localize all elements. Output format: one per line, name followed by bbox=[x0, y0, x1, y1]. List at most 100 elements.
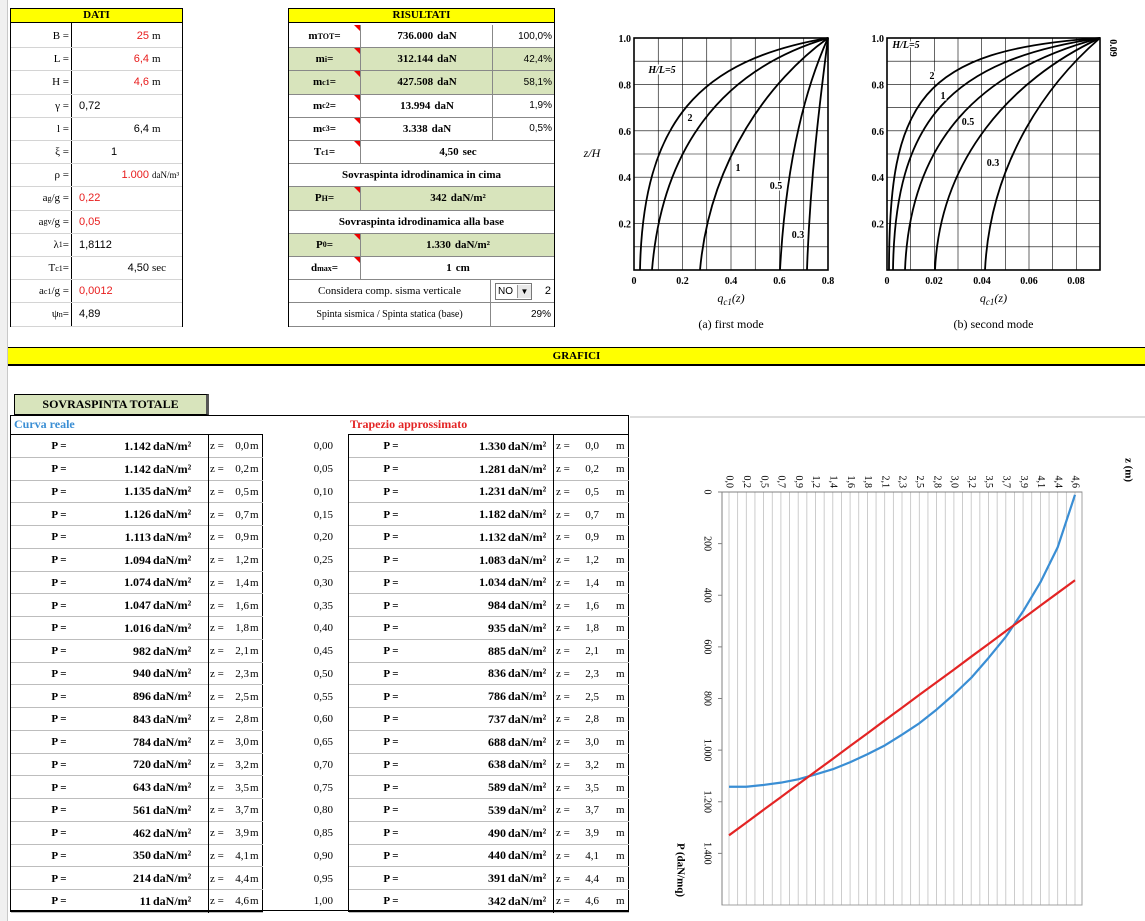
p-value-text: 784 bbox=[133, 734, 151, 749]
z-label: z = bbox=[210, 754, 230, 777]
z-value-text: 1,6 bbox=[585, 599, 599, 612]
p-value: 214 bbox=[81, 867, 151, 890]
p-unit-text: daN/m² bbox=[153, 461, 192, 476]
z-divider bbox=[208, 526, 209, 549]
p-value-text: 1.047 bbox=[124, 598, 151, 613]
p-value: 1.231 bbox=[431, 481, 506, 504]
p-unit-text: daN/m² bbox=[508, 598, 547, 613]
z-label-text: z = bbox=[556, 554, 570, 567]
p-unit-text: daN/m² bbox=[508, 438, 547, 453]
z-divider bbox=[208, 799, 209, 822]
z-value-text: 3,5 bbox=[235, 781, 249, 794]
z-unit: m bbox=[616, 435, 628, 458]
p-label-text: P = bbox=[51, 440, 67, 453]
row-line bbox=[11, 820, 263, 822]
dati-value-cell: 6,4 bbox=[79, 118, 149, 140]
row-line bbox=[349, 729, 629, 731]
row-line bbox=[11, 729, 263, 731]
fraction: 0,55 bbox=[271, 685, 333, 708]
p-value: 1.016 bbox=[81, 617, 151, 640]
p-unit: daN/m² bbox=[508, 822, 552, 845]
z-unit: m bbox=[250, 754, 262, 777]
p-label: P = bbox=[373, 708, 409, 731]
p-label: P = bbox=[373, 640, 409, 663]
p-unit-text: daN/m² bbox=[153, 848, 192, 863]
z-value-text: 0,0 bbox=[585, 440, 599, 453]
z-value-text: 0,9 bbox=[585, 531, 599, 544]
z-value: 3,2 bbox=[229, 754, 249, 777]
x-tick-label: 1,4 bbox=[828, 476, 839, 489]
p-unit: daN/m² bbox=[153, 594, 209, 617]
p-unit: daN/m² bbox=[153, 481, 209, 504]
z-label: z = bbox=[556, 435, 576, 458]
z-value-text: 2,1 bbox=[585, 645, 599, 658]
dati-value: 4,50 bbox=[127, 262, 149, 275]
z-value-text: 1,2 bbox=[235, 554, 249, 567]
p-value-text: 214 bbox=[133, 871, 151, 886]
pct-value: 100,0% bbox=[518, 30, 552, 42]
label-suffix: = bbox=[62, 308, 69, 321]
p-unit: daN/m² bbox=[508, 708, 552, 731]
select-cell: NO ▼ bbox=[495, 280, 535, 302]
p-unit-text: daN/m² bbox=[153, 507, 192, 522]
p-label: P = bbox=[41, 685, 77, 708]
z-label: z = bbox=[556, 572, 576, 595]
z-unit-text: m bbox=[250, 645, 259, 658]
z-divider bbox=[553, 799, 554, 822]
fraction-text: 0,50 bbox=[313, 667, 333, 680]
figure-x-tick: 0 bbox=[632, 276, 637, 287]
p-label-text: P = bbox=[383, 576, 399, 589]
p-label: P = bbox=[373, 731, 409, 754]
z-unit: m bbox=[250, 822, 262, 845]
p-label: P = bbox=[41, 458, 77, 481]
p-unit: daN/m² bbox=[153, 572, 209, 595]
p-value: 1.281 bbox=[431, 458, 506, 481]
row-line bbox=[349, 456, 629, 458]
p-unit-text: daN/m² bbox=[508, 711, 547, 726]
z-unit: m bbox=[250, 572, 262, 595]
z-unit-text: m bbox=[250, 554, 259, 567]
p-label: P = bbox=[41, 754, 77, 777]
z-label-text: z = bbox=[210, 736, 224, 749]
p-value: 935 bbox=[431, 617, 506, 640]
z-value-text: 4,4 bbox=[585, 872, 599, 885]
p-label: P = bbox=[41, 731, 77, 754]
z-label-text: z = bbox=[210, 485, 224, 498]
z-label-text: z = bbox=[210, 781, 224, 794]
results-table: Curva reale Trapezio approssimato P = 1.142… bbox=[10, 415, 629, 913]
z-value: 2,3 bbox=[229, 663, 249, 686]
divider bbox=[71, 23, 72, 326]
fraction-text: 0,80 bbox=[313, 804, 333, 817]
z-label-text: z = bbox=[210, 690, 224, 703]
p-unit-text: daN/m² bbox=[153, 598, 192, 613]
z-label-text: z = bbox=[556, 690, 570, 703]
z-unit: m bbox=[616, 731, 628, 754]
z-unit: m bbox=[250, 776, 262, 799]
dati-value: 1.000 bbox=[121, 169, 149, 182]
label-symbol: ρ = bbox=[54, 169, 69, 182]
dati-value: 4,6 bbox=[133, 76, 149, 89]
figure-edge-label: 0.09 bbox=[1107, 39, 1118, 57]
label-suffix: = bbox=[329, 99, 336, 112]
fraction-text: 1,00 bbox=[313, 895, 333, 908]
dropdown[interactable]: NO ▼ bbox=[495, 282, 532, 300]
z-divider bbox=[553, 571, 554, 595]
label-symbol: a bbox=[38, 215, 44, 228]
dati-value: 0,22 bbox=[79, 192, 101, 205]
dati-value-cell: 4,89 bbox=[79, 303, 149, 325]
p-value-text: 342 bbox=[488, 893, 506, 908]
label-symbol: H = bbox=[52, 76, 69, 89]
z-unit-text: m bbox=[616, 508, 625, 521]
row-line bbox=[349, 638, 629, 640]
risultati-row: m TOT = 736.000 daN 100,0% bbox=[289, 25, 554, 49]
z-value-text: 0,7 bbox=[585, 508, 599, 521]
z-label-text: z = bbox=[210, 622, 224, 635]
label-suffix: = bbox=[62, 262, 69, 275]
p-value-text: 885 bbox=[488, 643, 506, 658]
risultati-label: m c2 = bbox=[289, 94, 361, 117]
p-value-text: 462 bbox=[133, 825, 151, 840]
dati-row: H = 4,6 m bbox=[11, 71, 182, 95]
z-value-text: 4,1 bbox=[235, 849, 249, 862]
z-label: z = bbox=[210, 572, 230, 595]
